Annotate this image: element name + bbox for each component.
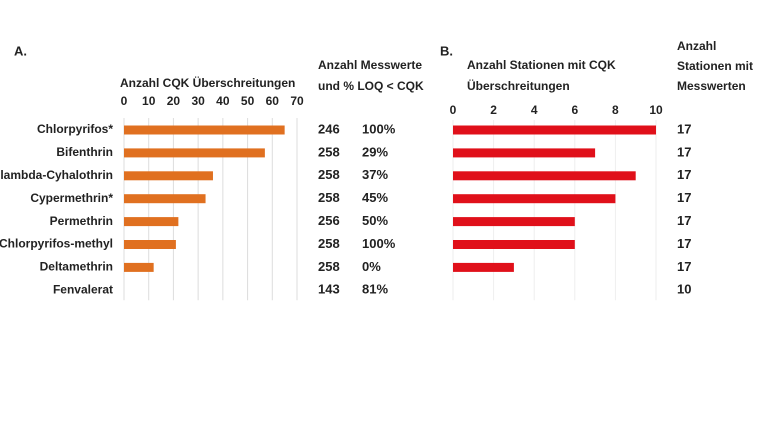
x-tick-label: 2	[490, 103, 497, 117]
table-value: 17	[677, 190, 691, 205]
bar	[124, 262, 154, 272]
table-value: 17	[677, 259, 691, 274]
table-value: 100%	[362, 121, 396, 136]
table-value: 17	[677, 236, 691, 251]
x-tick-label: 6	[571, 103, 578, 117]
table-value: 246	[318, 121, 340, 136]
bar	[453, 217, 575, 227]
x-tick-label: 40	[216, 94, 230, 108]
category-label: Chlorpyrifos-methyl	[0, 237, 113, 251]
column-header: Anzahl Messwerte	[318, 58, 422, 72]
bar	[453, 240, 575, 249]
x-tick-label: 8	[612, 103, 619, 117]
table-value: 37%	[362, 167, 388, 182]
bar	[124, 148, 265, 158]
category-label: lambda-Cyhalothrin	[0, 168, 113, 182]
x-tick-label: 70	[290, 94, 304, 108]
column-header: Messwerten	[677, 79, 746, 93]
table-value: 258	[318, 259, 340, 274]
table-value: 100%	[362, 236, 396, 251]
table-value: 81%	[362, 282, 388, 297]
bar	[453, 171, 636, 181]
x-tick-label: 20	[167, 94, 181, 108]
table-value: 258	[318, 167, 340, 182]
axis-title: Überschreitungen	[467, 78, 570, 93]
table-value: 258	[318, 190, 340, 205]
table-value: 10	[677, 282, 691, 297]
table-value: 258	[318, 236, 340, 251]
table-value: 45%	[362, 190, 388, 205]
bar	[124, 217, 179, 227]
category-label: Deltamethrin	[40, 260, 113, 274]
bar	[453, 148, 596, 158]
x-tick-label: 10	[142, 94, 156, 108]
bar	[124, 171, 213, 181]
bar	[124, 240, 176, 249]
category-label: Cypermethrin*	[30, 191, 113, 205]
axis-title: Anzahl CQK Überschreitungen	[120, 75, 295, 90]
column-header: Stationen mit	[677, 59, 753, 73]
bar	[124, 125, 285, 135]
table-value: 143	[318, 282, 340, 297]
panel-label: A.	[14, 43, 27, 58]
column-header: Anzahl	[677, 39, 716, 53]
x-tick-label: 0	[121, 94, 128, 108]
x-tick-label: 10	[649, 103, 663, 117]
bar	[453, 194, 616, 204]
x-tick-label: 50	[241, 94, 255, 108]
x-tick-label: 4	[531, 103, 538, 117]
category-label: Permethrin	[50, 214, 113, 228]
table-value: 17	[677, 167, 691, 182]
table-value: 258	[318, 144, 340, 159]
panel-label: B.	[440, 43, 453, 58]
x-tick-label: 30	[191, 94, 205, 108]
table-value: 0%	[362, 259, 381, 274]
table-value: 17	[677, 144, 691, 159]
table-value: 17	[677, 213, 691, 228]
category-label: Fenvalerat	[53, 282, 113, 296]
table-value: 256	[318, 213, 340, 228]
category-label: Bifenthrin	[56, 145, 113, 159]
category-label: Chlorpyrifos*	[37, 122, 113, 136]
column-header: und % LOQ < CQK	[318, 79, 424, 93]
bar	[453, 262, 514, 272]
table-value: 50%	[362, 213, 388, 228]
bar	[124, 194, 206, 204]
bar	[453, 125, 656, 135]
table-value: 17	[677, 121, 691, 136]
axis-title: Anzahl Stationen mit CQK	[467, 58, 616, 72]
x-tick-label: 0	[450, 103, 457, 117]
x-tick-label: 60	[266, 94, 280, 108]
table-value: 29%	[362, 144, 388, 159]
